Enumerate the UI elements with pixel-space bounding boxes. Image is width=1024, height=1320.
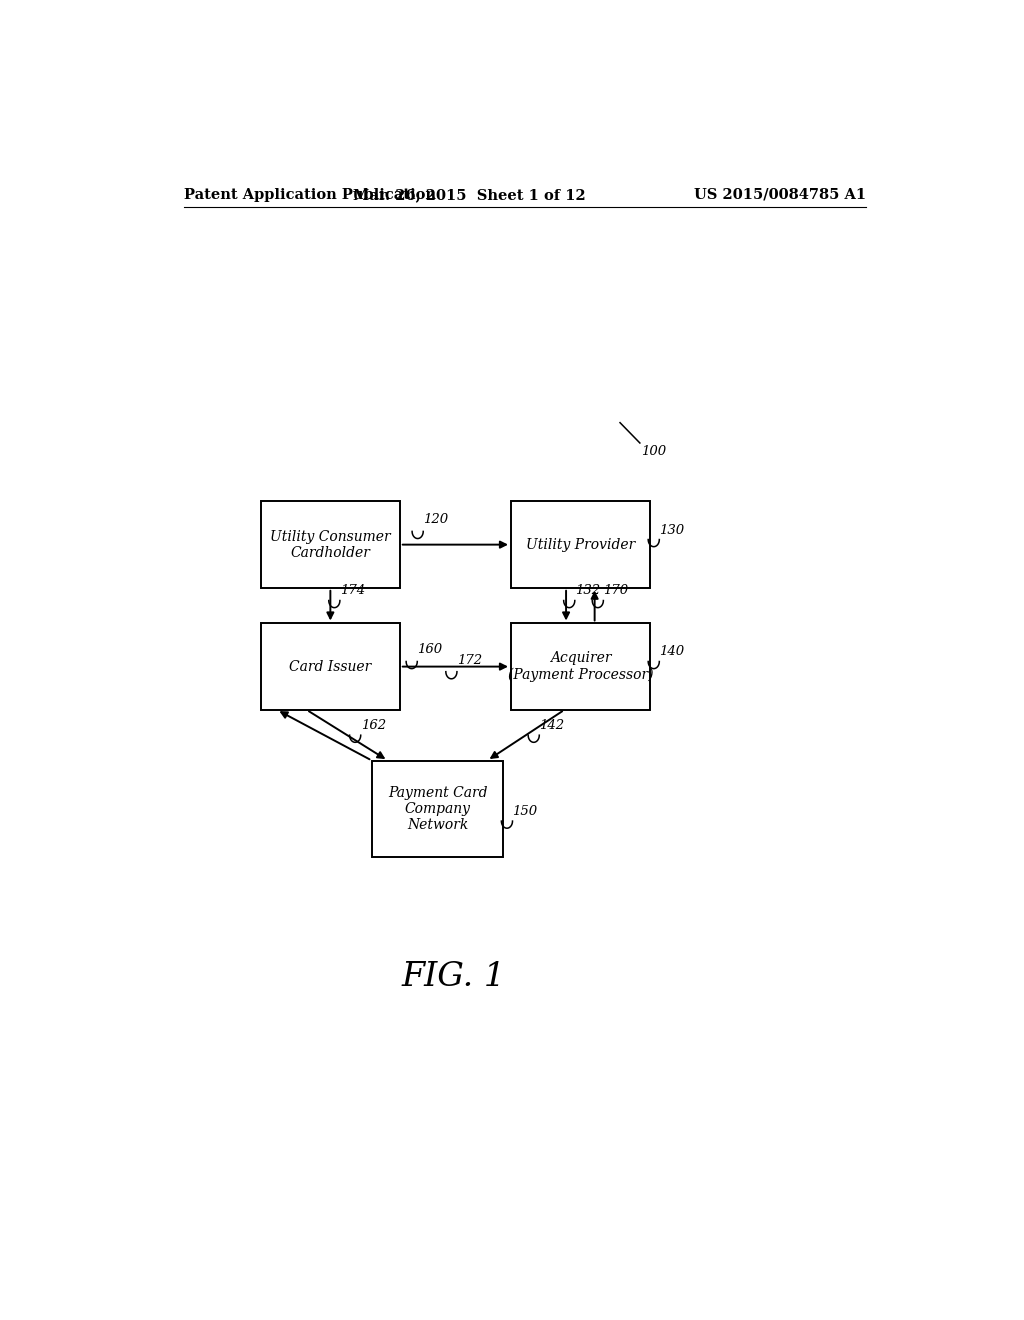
Text: Utility Provider: Utility Provider — [525, 537, 635, 552]
Bar — [372, 760, 503, 857]
Text: 160: 160 — [417, 643, 442, 656]
Bar — [261, 502, 399, 587]
Text: 140: 140 — [659, 645, 684, 659]
Text: Patent Application Publication: Patent Application Publication — [183, 187, 435, 202]
Text: 100: 100 — [641, 445, 667, 458]
Text: FIG. 1: FIG. 1 — [401, 961, 506, 993]
Text: 130: 130 — [659, 524, 684, 536]
Text: US 2015/0084785 A1: US 2015/0084785 A1 — [694, 187, 866, 202]
Text: Utility Consumer
Cardholder: Utility Consumer Cardholder — [270, 529, 391, 560]
Text: 120: 120 — [423, 513, 449, 527]
Text: 162: 162 — [360, 719, 386, 733]
Bar — [261, 623, 399, 710]
Text: 174: 174 — [340, 585, 365, 598]
Bar — [511, 502, 650, 587]
Text: 172: 172 — [457, 653, 482, 667]
Text: 170: 170 — [603, 585, 629, 598]
Text: Mar. 26, 2015  Sheet 1 of 12: Mar. 26, 2015 Sheet 1 of 12 — [353, 187, 586, 202]
Text: Payment Card
Company
Network: Payment Card Company Network — [388, 785, 487, 832]
Text: Card Issuer: Card Issuer — [289, 660, 372, 673]
Text: 150: 150 — [512, 805, 538, 818]
Text: 132: 132 — [574, 585, 600, 598]
Text: Acquirer
(Payment Processor): Acquirer (Payment Processor) — [508, 651, 653, 682]
Bar — [511, 623, 650, 710]
Text: 142: 142 — [540, 719, 564, 733]
